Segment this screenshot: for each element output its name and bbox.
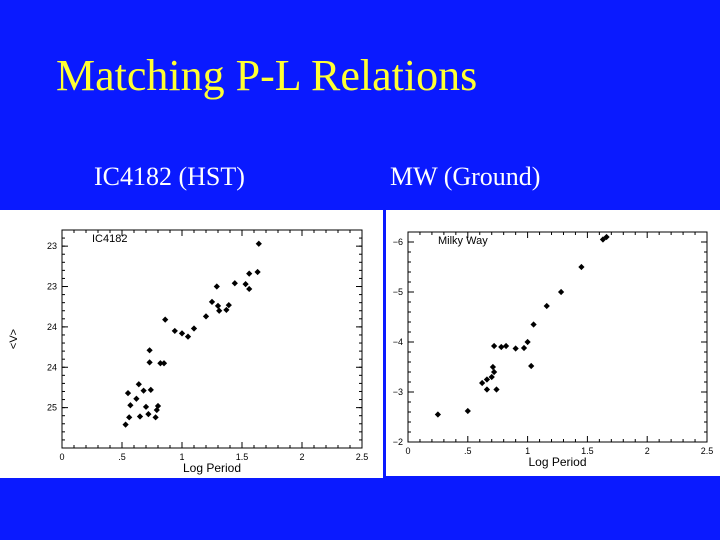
data-point <box>146 359 153 366</box>
data-point <box>122 421 129 428</box>
data-point <box>578 263 585 271</box>
y-tick-label: −5 <box>393 287 403 297</box>
data-point <box>214 302 222 310</box>
y-tick-label: −4 <box>393 337 403 347</box>
ic4182-pl-chart: 0 .5 1 1.5 2 2.5 23 23 24 24 25 Log Period <V> IC4182 <box>8 229 369 475</box>
data-point <box>498 343 505 351</box>
data-point <box>242 280 249 288</box>
y-tick-label: −3 <box>393 387 403 397</box>
data-point <box>208 298 216 305</box>
chart-annotation: IC4182 <box>92 233 127 245</box>
data-point <box>162 316 169 323</box>
data-point <box>153 406 160 414</box>
data-point <box>434 411 442 418</box>
x-tick-label: 2 <box>299 452 304 462</box>
data-point <box>147 386 154 393</box>
y-tick-label: 25 <box>47 403 57 413</box>
data-point <box>133 395 140 402</box>
data-point <box>543 302 550 310</box>
y-tick-label: 24 <box>47 362 57 372</box>
x-tick-label: 1 <box>525 446 530 456</box>
x-axis-label: Log Period <box>183 461 241 475</box>
data-point <box>491 368 498 376</box>
x-tick-label: 2.5 <box>701 446 714 456</box>
data-point <box>231 280 238 287</box>
data-point <box>135 381 142 388</box>
plot-frame <box>407 231 708 443</box>
data-point <box>512 345 519 352</box>
ic4182-chart-panel: 0 .5 1 1.5 2 2.5 23 23 24 24 25 Log Period <V> IC4182 <box>0 210 383 478</box>
left-panel-caption: IC4182 (HST) <box>94 162 245 191</box>
data-point <box>246 270 253 277</box>
x-axis-label: Log Period <box>528 455 586 469</box>
x-tick-label: 1.5 <box>581 446 594 456</box>
x-tick-label: 2 <box>645 446 650 456</box>
data-point <box>136 413 144 420</box>
data-point <box>489 363 497 371</box>
data-point <box>126 414 133 421</box>
data-point <box>216 307 223 314</box>
data-point <box>479 379 486 387</box>
data-point <box>124 389 132 397</box>
data-point <box>213 283 220 290</box>
y-tick-label: 23 <box>47 241 57 251</box>
data-point <box>520 344 528 352</box>
x-tick-label: .5 <box>464 446 472 456</box>
y-tick-label: 24 <box>47 322 57 332</box>
data-point <box>528 362 535 370</box>
milky-way-chart-panel: 0 .5 1 1.5 2 2.5 −2 −3 −4 −5 −6 Log Period Milky Way <box>386 210 720 476</box>
data-point <box>557 288 565 296</box>
data-point <box>483 386 491 393</box>
slide-title: Matching P-L Relations <box>56 51 478 100</box>
data-point <box>464 407 471 415</box>
data-point <box>246 285 253 293</box>
data-point <box>530 321 537 328</box>
x-tick-label: 0 <box>59 452 64 462</box>
chart-annotation: Milky Way <box>438 235 488 247</box>
y-axis-label: <V> <box>8 329 20 349</box>
x-tick-label: 1.5 <box>236 452 249 462</box>
y-tick-label: 23 <box>47 282 57 292</box>
milky-way-pl-chart: 0 .5 1 1.5 2 2.5 −2 −3 −4 −5 −6 Log Period Milky Way <box>393 231 714 469</box>
data-point <box>171 327 178 335</box>
data-point <box>178 330 186 337</box>
data-point <box>488 373 495 381</box>
data-point <box>145 410 152 418</box>
data-point <box>502 342 510 350</box>
x-tick-label: 2.5 <box>356 452 369 462</box>
x-tick-label: .5 <box>118 452 126 462</box>
data-point <box>190 325 198 332</box>
data-point <box>254 268 261 276</box>
data-point <box>493 386 500 393</box>
data-point <box>127 402 134 409</box>
data-point <box>152 414 159 421</box>
y-tick-label: −6 <box>393 237 403 247</box>
data-point <box>184 333 192 340</box>
y-tick-label: −2 <box>393 437 403 447</box>
data-point <box>202 313 210 320</box>
plot-frame <box>61 229 363 449</box>
x-tick-label: 0 <box>405 446 410 456</box>
data-point <box>140 387 147 394</box>
data-point <box>483 376 491 383</box>
right-panel-caption: MW (Ground) <box>390 162 541 191</box>
data-point <box>524 338 531 346</box>
data-point <box>160 360 168 367</box>
data-point <box>142 403 150 410</box>
data-point <box>491 342 498 350</box>
data-point <box>255 240 262 247</box>
x-tick-label: 1 <box>179 452 184 462</box>
data-point <box>146 347 153 354</box>
